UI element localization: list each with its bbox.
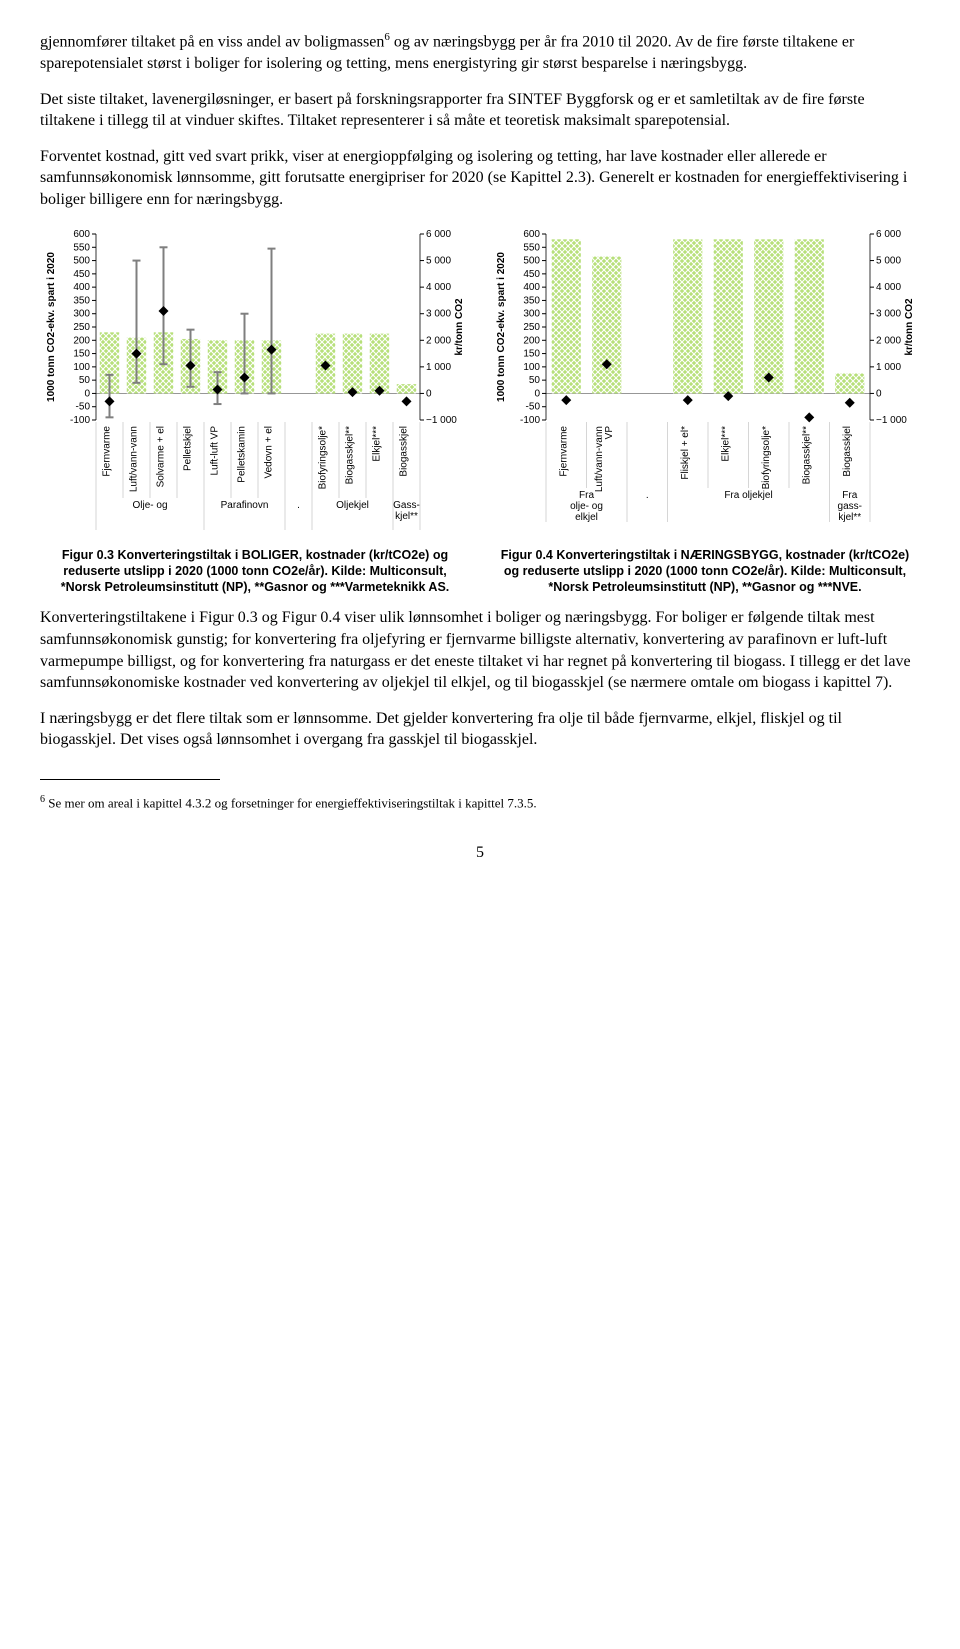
svg-text:Vedovn + el: Vedovn + el <box>264 426 275 479</box>
svg-text:3 000: 3 000 <box>426 309 451 320</box>
svg-text:600: 600 <box>73 229 90 240</box>
svg-text:Elkjel***: Elkjel*** <box>720 426 731 462</box>
svg-text:Biogasskjel**: Biogasskjel** <box>345 426 356 484</box>
footnote-text: Se mer om areal i kapittel 4.3.2 og fors… <box>45 795 537 810</box>
svg-text:Luft/vann-vann: Luft/vann-vann <box>129 426 140 492</box>
svg-text:Biogasskjel**: Biogasskjel** <box>801 426 812 484</box>
svg-text:1 000: 1 000 <box>876 362 901 373</box>
svg-text:6 000: 6 000 <box>426 229 451 240</box>
svg-text:Parafinovn: Parafinovn <box>221 500 269 511</box>
paragraph-5: I næringsbygg er det flere tiltak som er… <box>40 708 920 751</box>
svg-text:500: 500 <box>73 256 90 267</box>
svg-text:kr/tonn CO2: kr/tonn CO2 <box>904 298 915 356</box>
svg-text:olje- og: olje- og <box>570 501 603 512</box>
svg-text:0: 0 <box>84 389 90 400</box>
svg-text:Biogasskjel: Biogasskjel <box>399 426 410 477</box>
svg-text:300: 300 <box>523 309 540 320</box>
svg-text:1 000: 1 000 <box>426 362 451 373</box>
svg-text:Luft-luft VP: Luft-luft VP <box>210 426 221 476</box>
svg-text:400: 400 <box>73 283 90 294</box>
caption-right: Figur 0.4 Konverteringstiltak i NÆRINGSB… <box>496 548 914 595</box>
svg-text:200: 200 <box>523 336 540 347</box>
svg-text:2 000: 2 000 <box>876 336 901 347</box>
svg-text:Biofyringsolje*: Biofyringsolje* <box>761 426 772 489</box>
svg-text:-50: -50 <box>76 402 91 413</box>
svg-text:150: 150 <box>73 349 90 360</box>
svg-text:−1 000: −1 000 <box>876 415 907 426</box>
svg-text:VP: VP <box>604 426 615 440</box>
svg-text:100: 100 <box>523 362 540 373</box>
paragraph-2: Det siste tiltaket, lavenergiløsninger, … <box>40 89 920 132</box>
svg-text:500: 500 <box>523 256 540 267</box>
chart-naeringsbygg: -100 -50 0 50 100 150 200 250 300 350 400 450 500 550… <box>490 228 920 528</box>
svg-text:Fra: Fra <box>842 490 857 501</box>
svg-text:Fra: Fra <box>579 490 594 501</box>
svg-text:Oljekjel: Oljekjel <box>336 500 369 511</box>
text: gjennomfører tiltaket på en viss andel a… <box>40 33 384 50</box>
svg-text:0: 0 <box>534 389 540 400</box>
svg-text:Olje- og: Olje- og <box>132 500 167 511</box>
svg-text:Biofyringsolje*: Biofyringsolje* <box>318 426 329 489</box>
paragraph-1: gjennomfører tiltaket på en viss andel a… <box>40 30 920 75</box>
svg-text:50: 50 <box>529 376 541 387</box>
svg-text:kr/tonn CO2: kr/tonn CO2 <box>454 298 465 356</box>
svg-text:Pelletskjel: Pelletskjel <box>183 426 194 471</box>
svg-text:0: 0 <box>426 389 432 400</box>
footnote-divider <box>40 779 220 780</box>
svg-text:350: 350 <box>73 296 90 307</box>
footnote: 6 Se mer om areal i kapittel 4.3.2 og fo… <box>40 793 920 812</box>
svg-text:6 000: 6 000 <box>876 229 901 240</box>
svg-text:4 000: 4 000 <box>426 283 451 294</box>
svg-text:0: 0 <box>876 389 882 400</box>
svg-text:5 000: 5 000 <box>426 256 451 267</box>
svg-text:3 000: 3 000 <box>876 309 901 320</box>
svg-text:gass-: gass- <box>838 501 862 512</box>
svg-text:450: 450 <box>73 269 90 280</box>
svg-text:250: 250 <box>523 322 540 333</box>
chart-right-container: -100 -50 0 50 100 150 200 250 300 350 400 450 500 550… <box>490 228 920 538</box>
svg-text:400: 400 <box>523 283 540 294</box>
svg-text:.: . <box>646 490 649 501</box>
svg-text:kjel**: kjel** <box>395 511 418 522</box>
paragraph-3: Forventet kostnad, gitt ved svart prikk,… <box>40 146 920 211</box>
svg-text:2 000: 2 000 <box>426 336 451 347</box>
svg-text:-100: -100 <box>70 415 90 426</box>
svg-text:5 000: 5 000 <box>876 256 901 267</box>
svg-text:100: 100 <box>73 362 90 373</box>
svg-text:elkjel: elkjel <box>575 512 598 523</box>
svg-text:600: 600 <box>523 229 540 240</box>
svg-text:Fjernvarme: Fjernvarme <box>102 426 113 477</box>
svg-text:1000 tonn CO2-ekv. spart i 202: 1000 tonn CO2-ekv. spart i 2020 <box>496 252 507 402</box>
svg-text:-100: -100 <box>520 415 540 426</box>
caption-left: Figur 0.3 Konverteringstiltak i BOLIGER,… <box>46 548 464 595</box>
svg-text:150: 150 <box>523 349 540 360</box>
svg-text:4 000: 4 000 <box>876 283 901 294</box>
svg-text:350: 350 <box>523 296 540 307</box>
svg-text:200: 200 <box>73 336 90 347</box>
svg-text:-50: -50 <box>526 402 541 413</box>
svg-text:450: 450 <box>523 269 540 280</box>
svg-text:Gass-: Gass- <box>393 500 420 511</box>
page-number: 5 <box>40 842 920 864</box>
svg-text:Fliskjel + el*: Fliskjel + el* <box>680 426 691 480</box>
svg-text:kjel**: kjel** <box>838 512 861 523</box>
svg-text:1000 tonn CO2-ekv. spart i 202: 1000 tonn CO2-ekv. spart i 2020 <box>46 252 57 402</box>
svg-text:Biogasskjel: Biogasskjel <box>842 426 853 477</box>
svg-text:550: 550 <box>73 243 90 254</box>
svg-text:Solvarme + el: Solvarme + el <box>156 426 167 487</box>
svg-text:250: 250 <box>73 322 90 333</box>
svg-text:Fra oljekjel: Fra oljekjel <box>724 490 772 501</box>
svg-text:−1 000: −1 000 <box>426 415 457 426</box>
chart-boliger: -100 -50 0 50 100 150 200 250 300 350 400 450 500 550… <box>40 228 470 538</box>
svg-text:Pelletskamin: Pelletskamin <box>237 426 248 483</box>
svg-text:550: 550 <box>523 243 540 254</box>
paragraph-4: Konverteringstiltakene i Figur 0.3 og Fi… <box>40 607 920 693</box>
svg-text:Fjernvarme: Fjernvarme <box>558 426 569 477</box>
svg-text:300: 300 <box>73 309 90 320</box>
svg-text:Elkjel***: Elkjel*** <box>372 426 383 462</box>
svg-text:.: . <box>297 500 300 511</box>
chart-left-container: -100 -50 0 50 100 150 200 250 300 350 400 450 500 550… <box>40 228 470 538</box>
svg-text:50: 50 <box>79 376 91 387</box>
